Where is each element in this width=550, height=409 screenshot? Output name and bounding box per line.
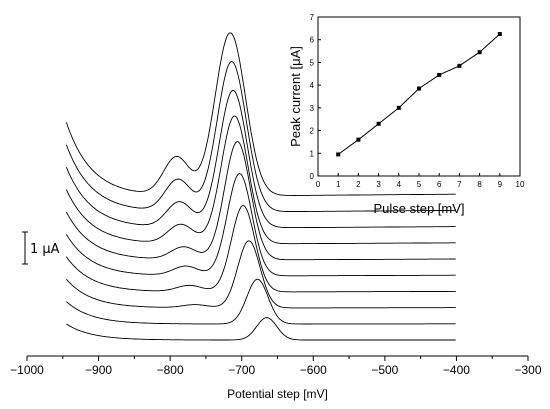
- trace-line: [66, 317, 456, 341]
- inset-data-point: [396, 105, 401, 110]
- inset-x-tick-label: 9: [498, 180, 503, 189]
- main-x-axis-title: Potential step [mV]: [227, 387, 328, 401]
- inset-y-axis-title: Peak current [μA]: [288, 46, 303, 147]
- main-x-tick-label: −700: [228, 363, 255, 377]
- inset-x-tick-label: 0: [316, 180, 321, 189]
- inset-data-point: [497, 32, 502, 37]
- inset-y-tick-label: 1: [310, 149, 315, 158]
- trace-line: [65, 90, 456, 229]
- main-x-tick-label: −400: [443, 363, 470, 377]
- inset-x-tick-label: 4: [397, 180, 402, 189]
- inset-x-tick-label: 10: [516, 180, 525, 189]
- inset-y-tick-label: 0: [310, 172, 315, 181]
- trace-line: [66, 205, 456, 293]
- main-x-tick-label: −600: [300, 363, 327, 377]
- inset-x-tick-label: 2: [356, 180, 361, 189]
- main-x-tick-label: −1000: [10, 363, 44, 377]
- inset-data-point: [437, 72, 442, 77]
- inset-x-tick-label: 8: [477, 180, 482, 189]
- inset-x-tick-label: 5: [417, 180, 422, 189]
- inset-x-tick-label: 1: [336, 180, 341, 189]
- inset-points: [336, 32, 502, 157]
- inset-frame: [317, 16, 521, 177]
- inset-y-tick-label: 7: [310, 13, 315, 22]
- inset-data-point: [356, 137, 361, 142]
- trace-line: [66, 278, 456, 325]
- inset-x-tick-label: 7: [457, 180, 462, 189]
- inset-y-tick-label: 6: [310, 36, 315, 45]
- trace-line: [66, 141, 456, 261]
- trace-line: [65, 115, 456, 245]
- main-x-tick-label: −300: [514, 363, 541, 377]
- trace-line: [66, 240, 456, 309]
- main-chart: −1000 −900 −800 −700 −600 −500 −400 −300 Potent…: [10, 32, 542, 401]
- scale-bar-label: 1 μA: [30, 242, 60, 257]
- main-x-tick-label: −800: [157, 363, 184, 377]
- scale-bar: 1 μA: [22, 231, 60, 265]
- inset-series-line: [337, 33, 501, 155]
- main-curves: [65, 32, 456, 341]
- inset-data-point: [477, 50, 482, 55]
- inset-x-axis-title: Pulse step [mV]: [373, 201, 464, 216]
- inset-data-point: [376, 121, 381, 126]
- inset-data-point: [417, 86, 421, 91]
- inset-x-tick-label: 3: [376, 180, 381, 189]
- inset-y-tick-label: 3: [310, 104, 315, 113]
- inset-ticks: 0 1 2 3 4 5 6 7 8 9 10 0 1 2 3 4 5 6 7: [310, 13, 525, 189]
- inset-data-point: [336, 152, 341, 157]
- inset-chart: 0 1 2 3 4 5 6 7 8 9 10 0 1 2 3 4 5 6 7 Pulse step [mV] Pea…: [288, 13, 525, 216]
- inset-data-point: [457, 63, 462, 68]
- main-x-tick-label: −500: [371, 363, 398, 377]
- main-x-ticks: −1000 −900 −800 −700 −600 −500 −400 −300: [10, 356, 542, 377]
- inset-x-tick-label: 6: [437, 180, 442, 189]
- trace-line: [66, 173, 456, 277]
- main-x-tick-label: −900: [85, 363, 112, 377]
- inset-y-tick-label: 5: [310, 58, 315, 67]
- inset-y-tick-label: 4: [310, 81, 315, 90]
- trace-line: [65, 61, 456, 212]
- inset-y-tick-label: 2: [310, 127, 315, 136]
- trace-line: [65, 32, 456, 196]
